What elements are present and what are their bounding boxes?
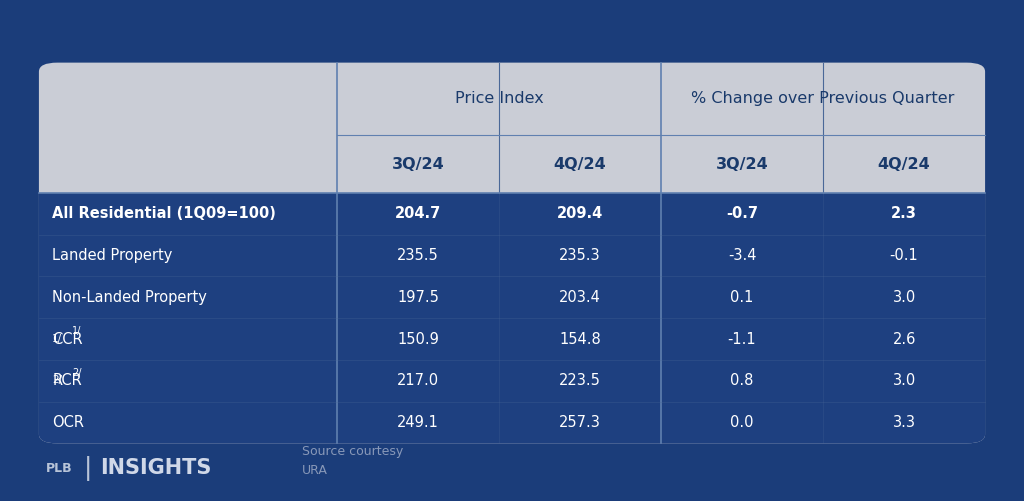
Text: 0.0: 0.0 — [730, 415, 754, 430]
FancyBboxPatch shape — [39, 193, 985, 443]
Text: 235.3: 235.3 — [559, 248, 601, 263]
Text: 3Q/24: 3Q/24 — [716, 157, 768, 171]
Text: 203.4: 203.4 — [559, 290, 601, 305]
Text: 197.5: 197.5 — [397, 290, 439, 305]
Text: -0.1: -0.1 — [890, 248, 919, 263]
Text: 4Q/24: 4Q/24 — [554, 157, 606, 171]
Text: 2.3: 2.3 — [891, 206, 918, 221]
Text: Non-Landed Property: Non-Landed Property — [52, 290, 207, 305]
FancyBboxPatch shape — [39, 63, 985, 443]
Text: 2.6: 2.6 — [892, 332, 915, 347]
Text: 1/: 1/ — [52, 334, 62, 344]
Bar — [39, 184, 985, 193]
Text: RCR: RCR — [52, 373, 82, 388]
Text: -1.1: -1.1 — [728, 332, 757, 347]
Text: 4Q/24: 4Q/24 — [878, 157, 931, 171]
Text: OCR: OCR — [52, 415, 84, 430]
Text: 209.4: 209.4 — [557, 206, 603, 221]
Text: All Residential (1Q09=100): All Residential (1Q09=100) — [52, 206, 276, 221]
Text: 235.5: 235.5 — [397, 248, 439, 263]
Text: 0.8: 0.8 — [730, 373, 754, 388]
Text: 2/: 2/ — [52, 375, 62, 385]
Text: Price Index: Price Index — [455, 92, 544, 106]
Text: Source courtesy
URA: Source courtesy URA — [302, 445, 403, 477]
Text: |: | — [84, 456, 92, 481]
Text: 3.0: 3.0 — [893, 290, 915, 305]
Text: 257.3: 257.3 — [559, 415, 601, 430]
Text: 223.5: 223.5 — [559, 373, 601, 388]
Text: 0.1: 0.1 — [730, 290, 754, 305]
Text: % Change over Previous Quarter: % Change over Previous Quarter — [691, 92, 954, 106]
Text: 3Q/24: 3Q/24 — [391, 157, 444, 171]
Text: 204.7: 204.7 — [395, 206, 441, 221]
Text: 3.0: 3.0 — [893, 373, 915, 388]
Text: 154.8: 154.8 — [559, 332, 601, 347]
Bar — [39, 193, 985, 202]
Text: Landed Property: Landed Property — [52, 248, 173, 263]
Text: -0.7: -0.7 — [726, 206, 758, 221]
Text: -3.4: -3.4 — [728, 248, 757, 263]
Text: 2/: 2/ — [72, 368, 82, 378]
Text: 1/: 1/ — [72, 327, 82, 337]
Text: 217.0: 217.0 — [397, 373, 439, 388]
Text: 150.9: 150.9 — [397, 332, 439, 347]
Text: INSIGHTS: INSIGHTS — [100, 458, 212, 478]
Text: 249.1: 249.1 — [397, 415, 439, 430]
Text: CCR: CCR — [52, 332, 83, 347]
Text: PLB: PLB — [46, 462, 73, 475]
Text: 3.3: 3.3 — [893, 415, 915, 430]
